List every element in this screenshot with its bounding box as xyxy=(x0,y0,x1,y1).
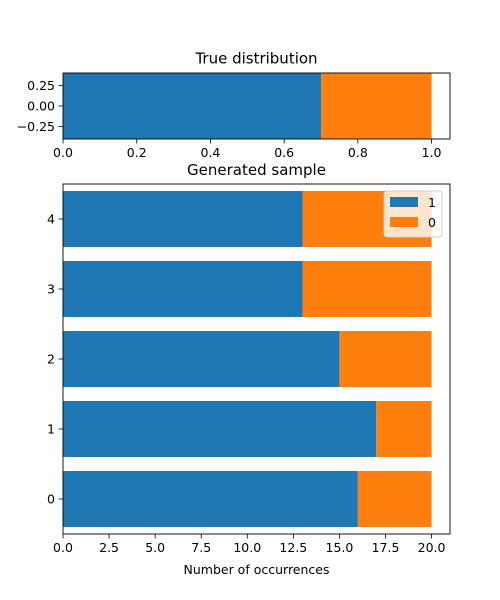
y-tick-label: 0.25 xyxy=(27,78,55,93)
bar-true-dist-row-0-seg-0 xyxy=(63,73,321,139)
x-axis-label: Number of occurrences xyxy=(184,562,330,577)
y-tick-label: 1 xyxy=(47,422,55,437)
x-tick-label: 17.5 xyxy=(372,540,400,555)
y-tick-label: 4 xyxy=(47,212,55,227)
bar-sample-row-0-seg-1 xyxy=(357,471,432,527)
x-tick-label: 1.0 xyxy=(422,145,442,160)
chart-title-true-distribution: True distribution xyxy=(194,50,317,68)
legend: 1 0 xyxy=(383,190,443,238)
x-tick-label: 0.0 xyxy=(53,145,73,160)
x-tick-label: 0.0 xyxy=(53,540,73,555)
true-distribution-chart: True distribution 0.0 0.2 0.4 0.6 0.8 1.0 0.2… xyxy=(17,50,451,160)
bar-sample-row-2-seg-0 xyxy=(63,331,340,387)
x-tick-label: 0.2 xyxy=(127,145,147,160)
bar-sample-row-0-seg-0 xyxy=(63,471,358,527)
x-tick-label: 0.8 xyxy=(348,145,368,160)
legend-label-series-0: 0 xyxy=(428,215,436,230)
bar-sample-row-4-seg-0 xyxy=(63,191,303,247)
x-tick-label: 0.4 xyxy=(200,145,220,160)
bar-sample-row-2-seg-1 xyxy=(339,331,432,387)
plot-frame-true-distribution xyxy=(62,72,451,140)
x-tick-label: 2.5 xyxy=(99,540,119,555)
y-tick-label: 0 xyxy=(47,492,55,507)
bar-sample-row-1-seg-0 xyxy=(63,401,377,457)
x-tick-label: 5.0 xyxy=(145,540,165,555)
x-tick-label: 20.0 xyxy=(418,540,446,555)
bar-sample-row-3-seg-1 xyxy=(302,261,432,317)
x-tick-label: 0.6 xyxy=(274,145,294,160)
y-tick-label: 2 xyxy=(47,352,55,367)
bar-true-dist-row-0-seg-1 xyxy=(321,73,432,139)
generated-sample-chart: Generated sample 0.0 2.5 5.0 7.5 10.0 12.5 15.… xyxy=(47,161,451,577)
legend-swatch-series-1 xyxy=(390,197,418,207)
y-tick-label: −0.25 xyxy=(17,119,55,134)
legend-label-series-1: 1 xyxy=(428,195,436,210)
y-tick-label: 0.00 xyxy=(27,99,55,114)
chart-title-generated-sample: Generated sample xyxy=(187,161,326,179)
x-tick-label: 12.5 xyxy=(279,540,307,555)
x-tick-label: 15.0 xyxy=(326,540,354,555)
plot-frame-generated-sample xyxy=(62,183,451,535)
legend-swatch-series-0 xyxy=(390,217,418,227)
bar-sample-row-1-seg-1 xyxy=(376,401,432,457)
x-tick-label: 7.5 xyxy=(191,540,211,555)
x-tick-label: 10.0 xyxy=(233,540,261,555)
y-tick-label: 3 xyxy=(47,282,55,297)
bar-sample-row-3-seg-0 xyxy=(63,261,303,317)
